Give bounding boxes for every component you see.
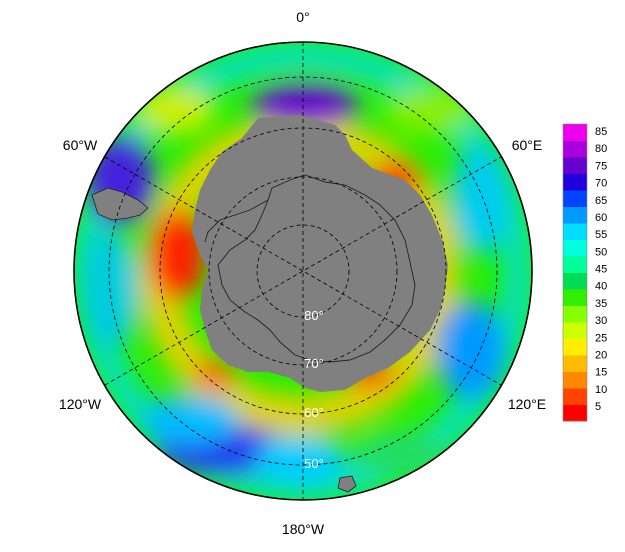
colorbar-swatch <box>563 140 587 158</box>
lon-label-upper-right: 60°E <box>512 137 543 153</box>
colorbar-swatch <box>563 157 587 174</box>
lon-label-lower-left: 120°W <box>59 396 102 412</box>
colorbar-tick-label: 30 <box>595 315 607 327</box>
colorbar-swatch <box>563 355 587 372</box>
data-field <box>74 42 532 500</box>
south-america-land <box>91 187 149 221</box>
colorbar-frame <box>562 123 588 422</box>
colorbar: 85 80 75 70 65 60 55 50 45 40 35 30 25 20 15 10 5 <box>562 123 607 422</box>
colorbar-tick-label: 10 <box>595 384 607 396</box>
colorbar-tick-label: 20 <box>595 349 607 361</box>
colorbar-tick-label: 80 <box>595 143 607 155</box>
colorbar-tick-label: 45 <box>595 264 607 276</box>
lat-label-50: 50° <box>304 456 324 471</box>
lat-label-80: 80° <box>304 308 324 323</box>
island-land <box>337 475 357 493</box>
colorbar-swatch <box>563 305 587 323</box>
colorbar-swatch <box>563 239 587 257</box>
colorbar-swatch <box>563 256 587 273</box>
antarctica-land <box>192 115 448 392</box>
lon-label-bottom: 180°W <box>282 521 325 537</box>
colorbar-tick-label: 40 <box>595 281 607 293</box>
colorbar-tick-label: 85 <box>595 126 607 138</box>
lon-label-top: 0° <box>296 9 309 25</box>
colorbar-swatch <box>563 404 587 422</box>
lon-label-lower-right: 120°E <box>508 396 546 412</box>
colorbar-swatch <box>563 371 587 389</box>
colorbar-swatch <box>563 206 587 224</box>
colorbar-swatch <box>563 124 587 141</box>
colorbar-swatch <box>563 289 587 306</box>
colorbar-swatch <box>563 388 587 405</box>
peninsula-coastline <box>204 199 269 243</box>
colorbar-swatch <box>563 173 587 191</box>
colorbar-tick-label: 35 <box>595 298 607 310</box>
lon-label-upper-left: 60°W <box>63 137 98 153</box>
colorbar-swatch <box>563 338 587 356</box>
colorbar-tick-label: 25 <box>595 332 607 344</box>
lat-label-60: 60° <box>304 405 324 420</box>
graticule <box>104 42 502 500</box>
lat-label-70: 70° <box>304 356 324 371</box>
colorbar-swatch <box>563 272 587 290</box>
colorbar-tick-label: 50 <box>595 246 607 258</box>
colorbar-swatch <box>563 190 587 207</box>
colorbar-tick-label: 55 <box>595 229 607 241</box>
colorbar-tick-label: 60 <box>595 212 607 224</box>
colorbar-tick-label: 5 <box>595 401 601 413</box>
colorbar-swatch <box>563 223 587 240</box>
colorbar-tick-label: 70 <box>595 178 607 190</box>
map-border <box>73 41 533 501</box>
colorbar-tick-label: 75 <box>595 160 607 172</box>
colorbar-tick-label: 15 <box>595 367 607 379</box>
colorbar-swatch <box>563 322 587 339</box>
colorbar-tick-labels: 85 80 75 70 65 60 55 50 45 40 35 30 25 20 15 10 5 <box>595 126 607 413</box>
colorbar-tick-label: 65 <box>595 195 607 207</box>
antarctica-coastline <box>217 174 416 363</box>
colorbar-swatches <box>563 124 587 422</box>
